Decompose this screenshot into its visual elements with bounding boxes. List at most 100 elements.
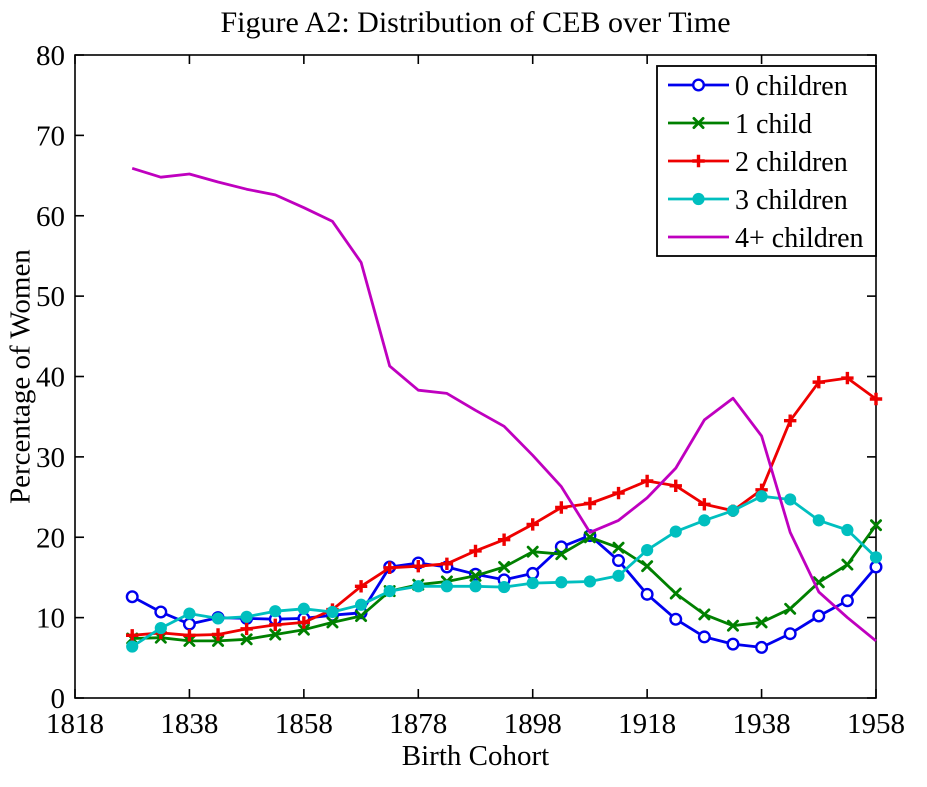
marker-dot [698,514,711,527]
legend-label: 1 child [735,109,812,140]
y-tick-label: 60 [36,201,65,233]
marker-x [784,602,797,615]
marker-x [726,619,739,632]
legend-item-4-children: 4+ children [668,223,864,254]
marker-plus [555,501,568,514]
legend-item-2-children: 2 children [668,147,848,178]
marker-x [326,616,339,629]
marker-x [212,634,225,647]
series-2-children [126,371,883,642]
marker-dot [469,580,482,593]
marker-plus [183,629,196,642]
marker-circle [669,612,683,626]
marker-circle [125,590,139,604]
y-tick-label: 80 [36,40,65,72]
marker-x [498,560,511,573]
y-tick-label: 50 [36,281,65,313]
marker-dot [412,580,425,593]
marker-x [469,569,482,582]
marker-circle [612,554,626,568]
marker-x [583,531,596,544]
marker-plus [269,618,282,632]
marker-dot [841,523,854,537]
marker-plus [297,616,311,629]
marker-dot [583,575,597,588]
series-4-children [131,166,877,642]
marker-plus [698,498,711,511]
x-tick-label: 1878 [389,708,447,740]
marker-plus [354,580,368,593]
legend-label: 4+ children [735,223,864,254]
marker-plus [440,557,454,570]
marker-plus [812,375,825,389]
marker-x [269,628,282,641]
marker-plus [240,622,253,636]
marker-plus [526,518,539,531]
marker-plus [412,559,425,573]
marker-circle [840,594,854,608]
legend-item-0-children: 0 children [668,71,848,102]
x-tick-label: 1898 [504,708,562,740]
marker-x [355,610,368,623]
marker-dot [440,580,453,593]
marker-circle [726,637,740,651]
marker-plus [211,628,225,641]
marker-x [669,587,682,600]
marker-x [555,548,568,561]
marker-plus [783,414,797,427]
marker-x [526,545,539,558]
marker-x [240,633,253,646]
marker-circle [182,617,196,631]
chart-title: Figure A2: Distribution of CEB over Time [220,6,731,39]
marker-dot [326,605,339,619]
y-tick-label: 20 [36,522,65,554]
series-3-children [126,490,883,653]
marker-dot [240,610,253,623]
marker-dot [183,607,196,620]
x-tick-label: 1838 [160,708,218,740]
legend-label: 0 children [735,71,848,102]
marker-plus [841,371,854,385]
y-axis-label: Percentage of Women [4,249,37,504]
marker-x [755,616,768,629]
marker-x [641,560,654,573]
marker-dot [669,525,682,538]
marker-dot [726,504,740,517]
marker-dot [555,576,568,589]
marker-circle [812,609,826,623]
marker-plus [692,154,705,168]
marker-dot [154,621,167,635]
x-axis-label: Birth Cohort [401,740,550,772]
y-tick-label: 10 [36,603,65,635]
marker-dot [211,612,225,625]
marker-plus [126,629,139,642]
marker-x [692,117,705,129]
legend: 0 children 1 child 2 children 3 children 4+ … [656,65,877,257]
marker-plus [869,392,883,406]
marker-plus [640,474,654,488]
marker-dot [784,493,797,506]
marker-dot [526,576,539,590]
marker-dot [383,585,396,598]
marker-dot [354,598,368,611]
marker-plus [669,479,682,493]
marker-circle [640,587,654,601]
y-tick-label: 30 [36,442,65,474]
legend-item-3-children: 3 children [668,185,848,216]
marker-dot [869,551,883,564]
marker-dot [612,569,625,582]
legend-item-1-child: 1 child [668,109,812,140]
marker-dot [269,605,282,618]
marker-dot [812,514,825,527]
marker-circle [783,627,797,641]
x-tick-label: 1958 [847,708,905,740]
marker-plus [612,486,625,500]
marker-x [841,558,854,571]
legend-label: 3 children [735,185,848,216]
marker-dot [755,490,768,503]
marker-plus [583,497,597,510]
series-line [131,166,877,642]
marker-circle [692,78,706,92]
